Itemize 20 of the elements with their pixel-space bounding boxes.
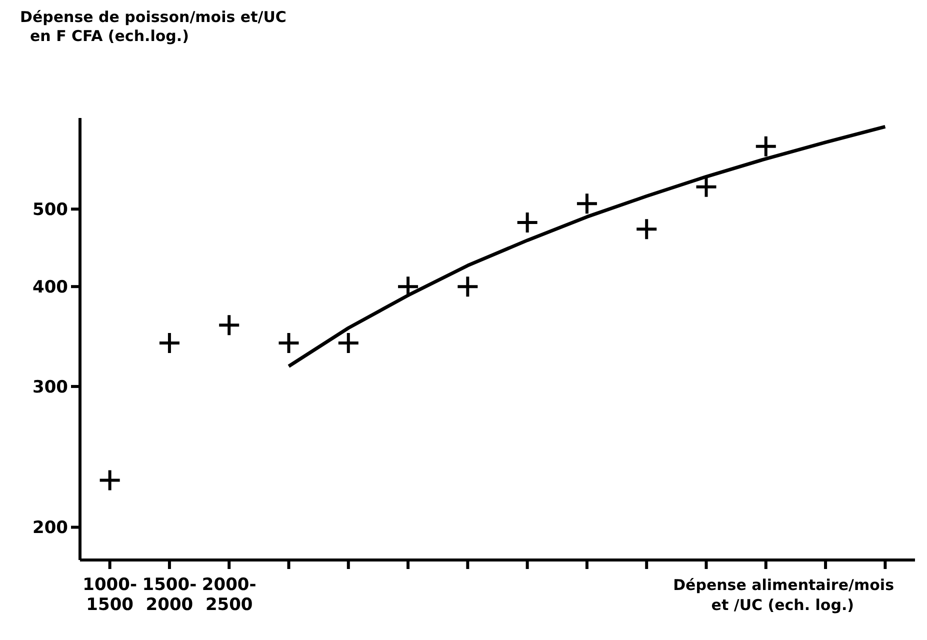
point (456, 275, 480, 298)
y-tick-label: 200 (32, 518, 68, 538)
y-tick-label: 500 (32, 200, 68, 220)
y-tick-label: 400 (32, 278, 68, 298)
point (98, 468, 122, 492)
point (158, 332, 181, 355)
point (635, 218, 658, 241)
line-series (287, 124, 887, 368)
x-tick-label: 2000-2500 (202, 575, 256, 615)
x-tick-label: 1500-2000 (142, 575, 197, 615)
point (277, 332, 300, 355)
x-tick-label: 1000-1500 (82, 575, 138, 615)
point (516, 211, 539, 234)
point (218, 314, 241, 337)
point (575, 192, 598, 216)
x-axis-title: Dépense alimentaire/mois et /UC (ech. log.) (673, 576, 894, 614)
y-axis-title: Dépense de poisson/mois et/UC en F CFA (ech.log.) (20, 8, 286, 45)
point (336, 332, 360, 355)
y-tick-label: 300 (32, 377, 68, 398)
point (754, 134, 778, 158)
